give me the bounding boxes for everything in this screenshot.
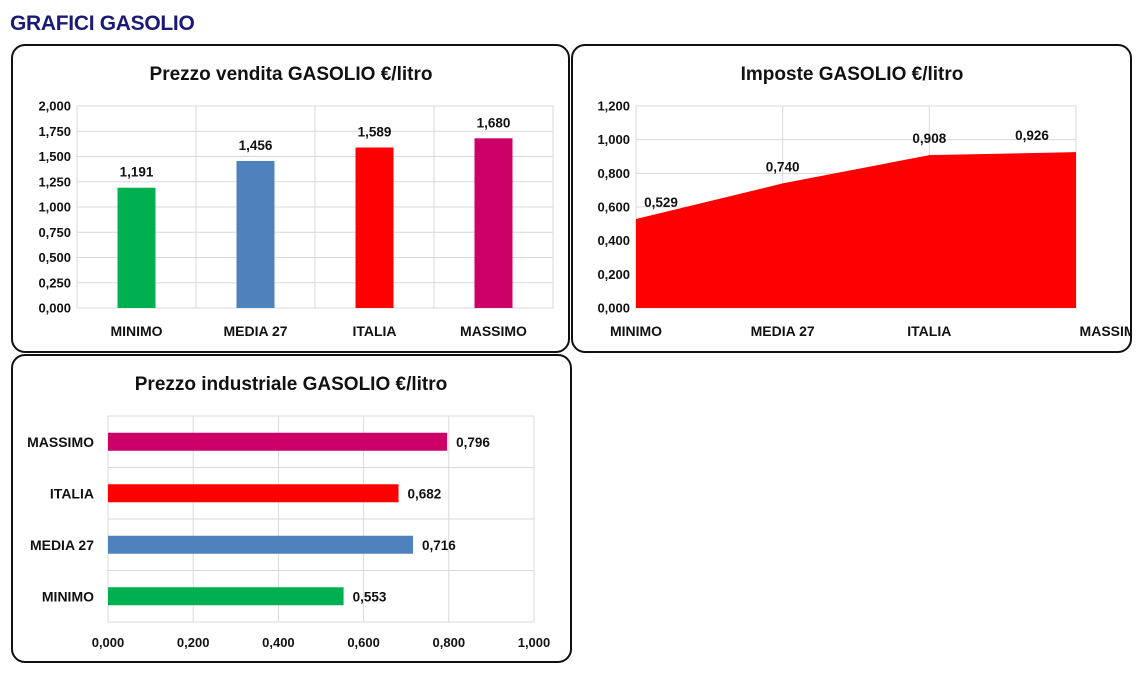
data-label: 0,908 xyxy=(912,131,946,146)
data-label: 1,680 xyxy=(477,115,511,130)
bar-massimo xyxy=(108,432,448,451)
x-tick-label: 0,800 xyxy=(433,635,466,650)
y-tick-label: 0,500 xyxy=(38,250,71,265)
x-tick-label: ITALIA xyxy=(907,323,951,339)
y-tick-label: MEDIA 27 xyxy=(30,537,94,553)
x-tick-label: 0,400 xyxy=(262,635,295,650)
chart-panel-prezzo-industriale: Prezzo industriale GASOLIO €/litro 0,000… xyxy=(11,354,572,663)
y-tick-label: 0,000 xyxy=(38,301,71,316)
data-label: 0,682 xyxy=(408,486,442,501)
y-tick-label: 1,000 xyxy=(38,200,71,215)
y-tick-label: 0,750 xyxy=(38,225,71,240)
bar-massimo xyxy=(474,138,513,308)
y-tick-label: 0,800 xyxy=(597,166,630,181)
chart-prezzo-vendita: Prezzo vendita GASOLIO €/litro 0,000 0,25… xyxy=(38,64,554,339)
chart-panel-imposte: Imposte GASOLIO €/litro 0,000 0,200 0,400 0… xyxy=(571,44,1132,353)
y-tick-label: MASSIMO xyxy=(27,434,94,450)
y-tick-label: 0,600 xyxy=(597,200,630,215)
bar-media-27 xyxy=(108,535,414,554)
bar-minimo xyxy=(108,587,344,606)
y-tick-label: 0,250 xyxy=(38,275,71,290)
x-tick-label: 0,000 xyxy=(92,635,125,650)
x-tick-label: MINIMO xyxy=(110,323,162,339)
bar-italia xyxy=(108,484,399,503)
y-tick-label: 1,000 xyxy=(597,132,630,147)
bar-media-27 xyxy=(236,160,275,308)
area-series xyxy=(636,152,1076,308)
data-label: 1,191 xyxy=(120,165,154,180)
y-tick-label: 1,750 xyxy=(38,124,71,139)
data-label: 0,926 xyxy=(1015,128,1049,143)
data-label: 0,716 xyxy=(422,538,456,553)
chart-imposte: Imposte GASOLIO €/litro 0,000 0,200 0,400 0… xyxy=(597,64,1130,339)
page-title: GRAFICI GASOLIO xyxy=(10,12,195,35)
y-tick-label: 0,000 xyxy=(597,301,630,316)
y-tick-label: MINIMO xyxy=(42,588,94,604)
x-tick-label: MASSIMO xyxy=(1080,323,1130,339)
chart-title: Prezzo industriale GASOLIO €/litro xyxy=(135,374,448,395)
y-tick-label: 0,200 xyxy=(597,267,630,282)
x-tick-label: MEDIA 27 xyxy=(751,323,815,339)
data-label: 1,589 xyxy=(358,125,392,140)
x-tick-label: MASSIMO xyxy=(460,323,527,339)
y-tick-label: 1,250 xyxy=(38,174,71,189)
x-tick-label: MINIMO xyxy=(610,323,662,339)
y-tick-label: 0,400 xyxy=(597,233,630,248)
chart-prezzo-industriale: Prezzo industriale GASOLIO €/litro 0,000… xyxy=(27,374,551,650)
data-label: 0,740 xyxy=(766,159,800,174)
data-label: 0,796 xyxy=(456,435,490,450)
x-tick-label: 0,600 xyxy=(347,635,380,650)
bar-minimo xyxy=(117,187,156,308)
y-tick-label: 2,000 xyxy=(38,99,71,114)
y-tick-label: ITALIA xyxy=(50,485,94,501)
y-tick-label: 1,500 xyxy=(38,149,71,164)
x-tick-label: 0,200 xyxy=(177,635,210,650)
data-label: 1,456 xyxy=(239,138,273,153)
bar-italia xyxy=(355,147,394,308)
y-tick-label: 1,200 xyxy=(597,99,630,114)
x-tick-label: MEDIA 27 xyxy=(223,323,287,339)
chart-title: Imposte GASOLIO €/litro xyxy=(741,64,964,85)
data-label: 0,553 xyxy=(353,589,387,604)
chart-title: Prezzo vendita GASOLIO €/litro xyxy=(150,64,433,85)
x-tick-label: ITALIA xyxy=(352,323,396,339)
data-label: 0,529 xyxy=(644,195,678,210)
x-tick-label: 1,000 xyxy=(518,635,551,650)
chart-panel-prezzo-vendita: Prezzo vendita GASOLIO €/litro 0,000 0,25… xyxy=(11,44,570,353)
